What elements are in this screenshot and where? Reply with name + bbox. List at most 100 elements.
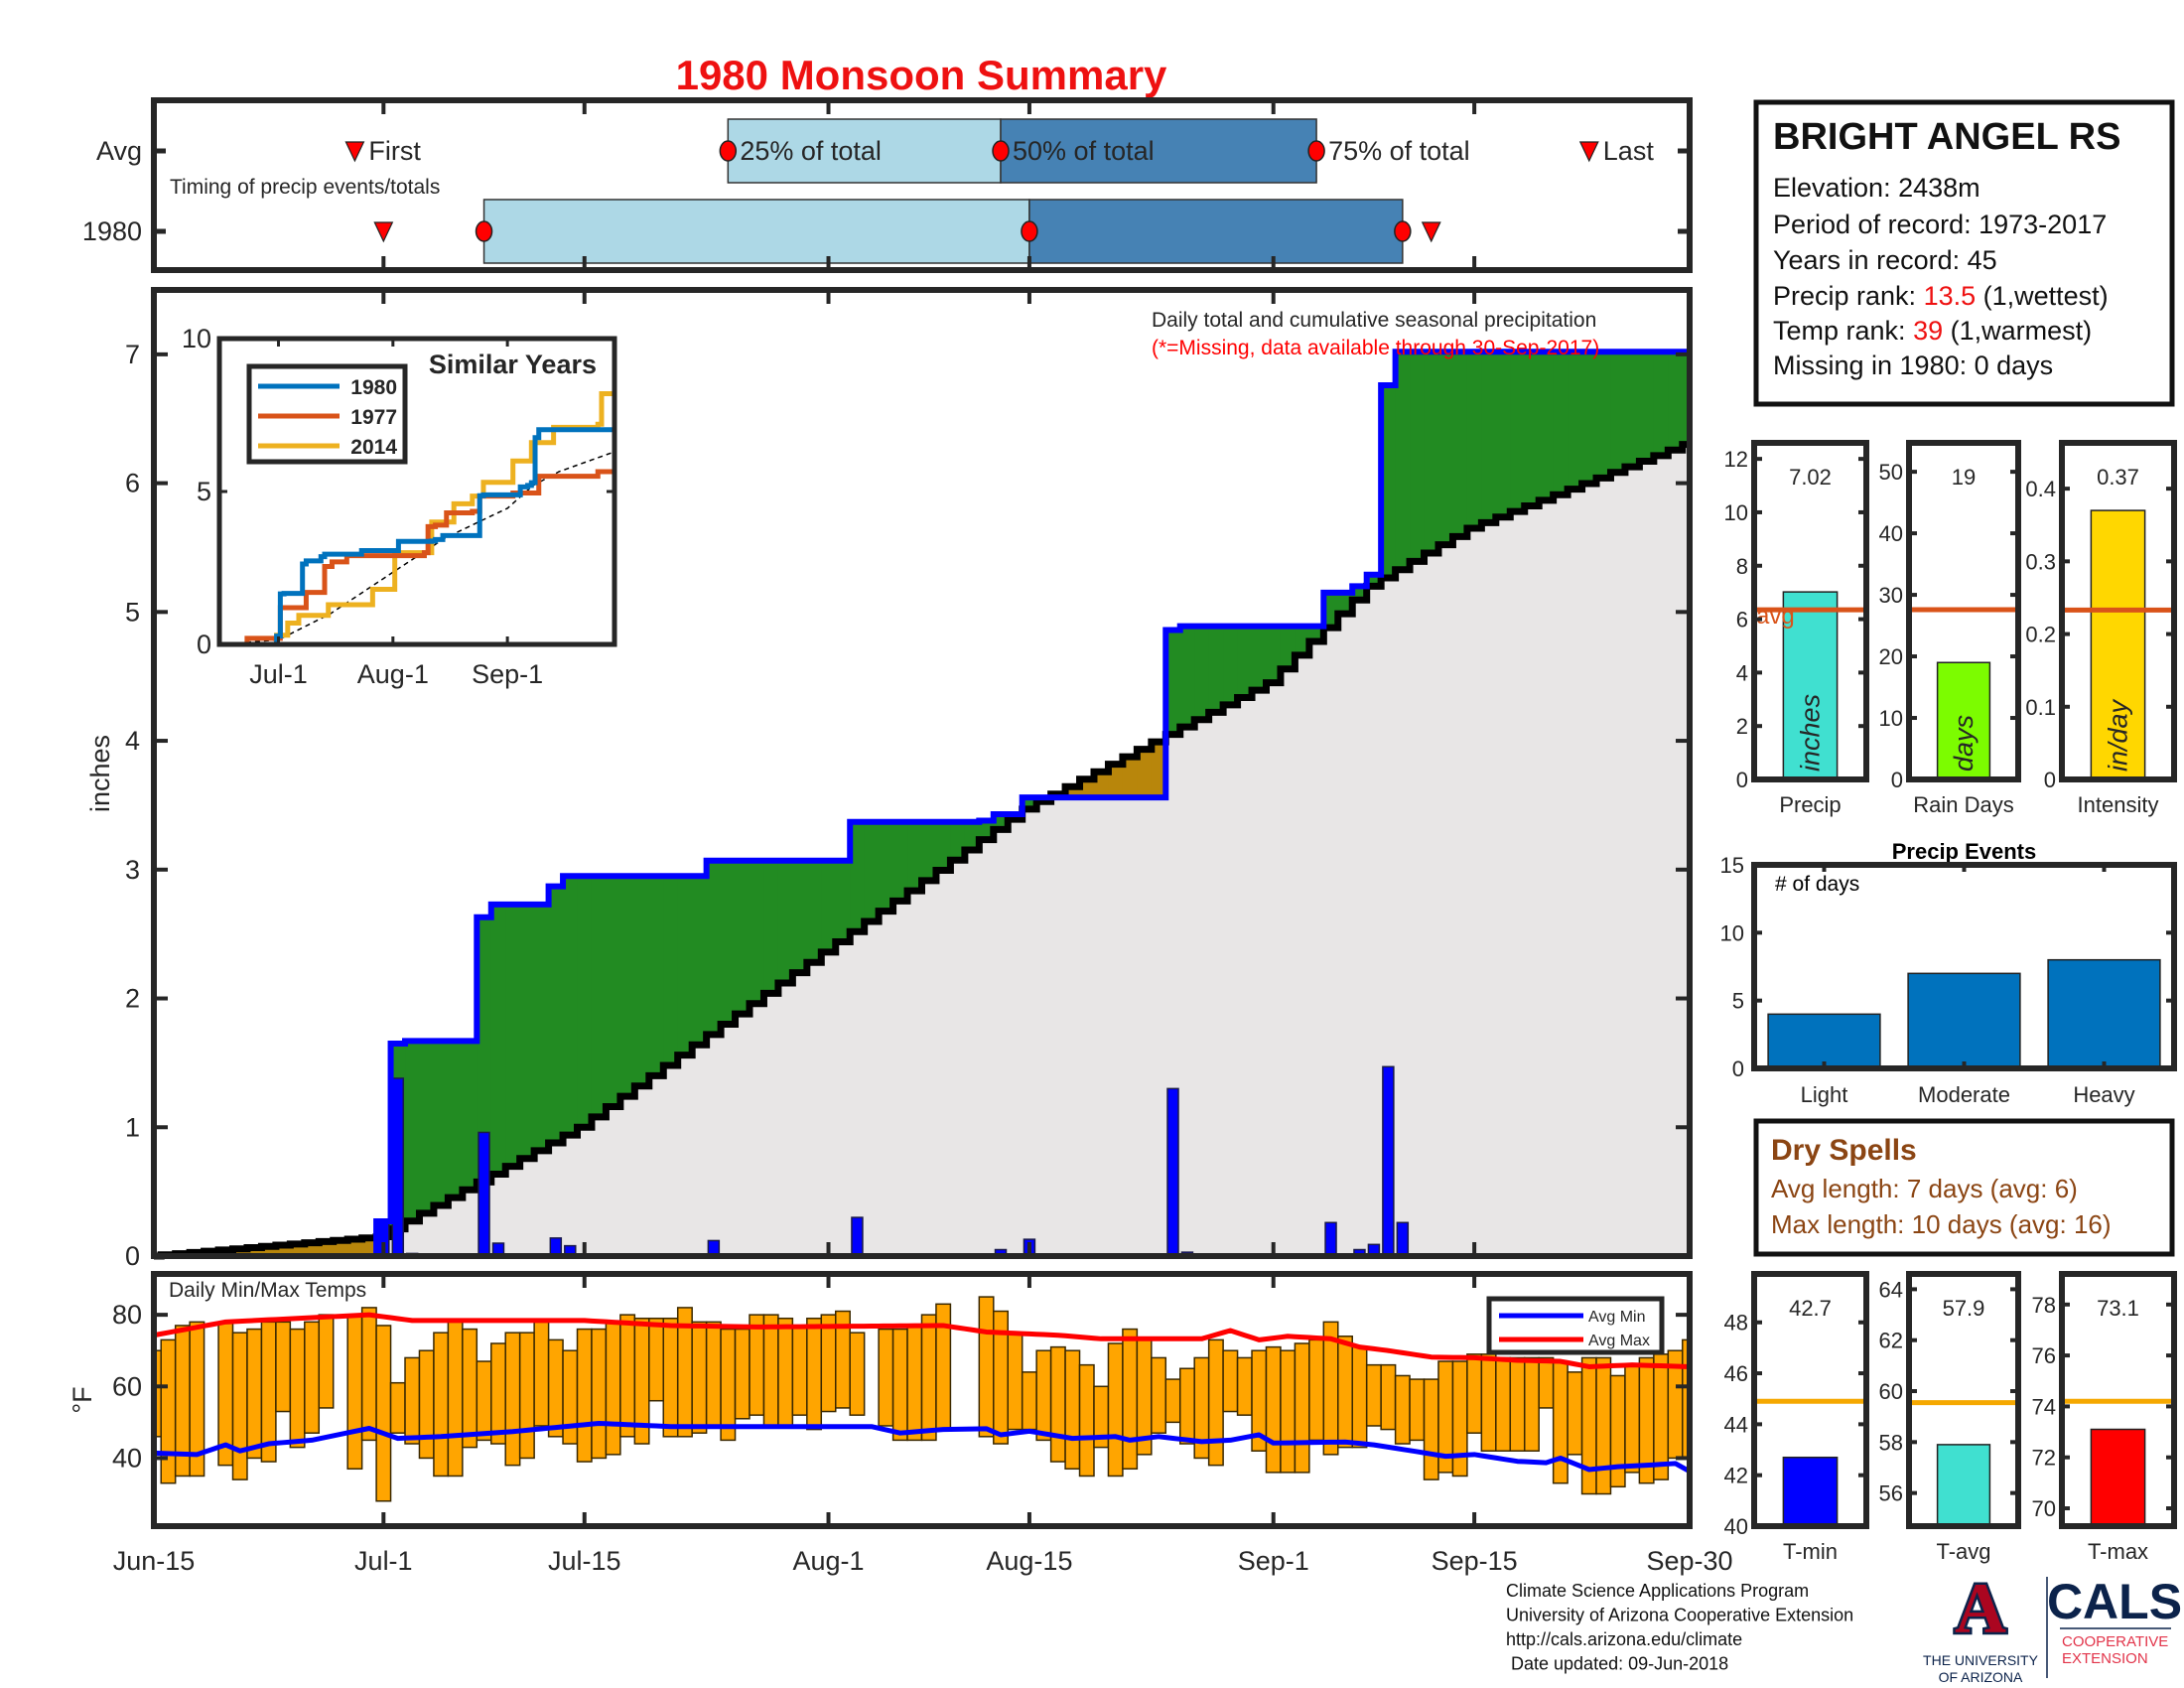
above-average-fill (405, 1041, 421, 1221)
panel-label: Rain Days (1913, 792, 2013, 817)
date-axis-label: Aug-1 (792, 1546, 864, 1576)
event-category-label: Light (1801, 1082, 1848, 1107)
above-average-fill (433, 1041, 449, 1206)
above-average-fill (1252, 626, 1268, 691)
above-average-fill (448, 1041, 464, 1198)
above-average-fill (907, 821, 923, 892)
daily-temp-bar (1495, 1356, 1512, 1452)
figure-title: 1980 Monsoon Summary (676, 52, 1167, 98)
cumulative-base-fill (821, 951, 837, 1256)
daily-temp-bar (1294, 1342, 1310, 1474)
station-info-box: BRIGHT ANGEL RS Elevation: 2438m Period of… (1753, 99, 2175, 407)
cumulative-base-fill (1639, 461, 1655, 1257)
cumulative-base-fill (735, 1014, 751, 1256)
daily-temp-bar (504, 1332, 521, 1467)
above-average-fill (1481, 352, 1497, 523)
daily-temp-bar (762, 1314, 779, 1427)
below-average-fill (261, 1246, 277, 1256)
avg-max-line (154, 1312, 1690, 1369)
daily-temp-bar (433, 1332, 450, 1477)
cumulative-1980-line (154, 349, 1690, 1259)
timing-marker-p50 (992, 140, 1010, 162)
temp-ylabel: °F (68, 1386, 97, 1413)
panel-label: T-avg (1936, 1539, 1990, 1564)
daily-temp-bar (1151, 1356, 1167, 1434)
footer-link[interactable]: http://cals.arizona.edu/climate (1506, 1629, 1742, 1649)
below-average-fill (246, 1247, 263, 1256)
daily-temp-bar (576, 1328, 593, 1463)
daily-temp-bar (1122, 1328, 1139, 1471)
timing-marker-p25 (719, 140, 738, 162)
cumulative-base-fill (1352, 600, 1368, 1256)
daily-temp-bar (1178, 1367, 1195, 1445)
inset-legend-label: 1980 (350, 376, 397, 399)
daily-temp-bar (1365, 1363, 1382, 1427)
missing-days: Missing in 1980: 0 days (1773, 351, 2053, 380)
panel-ytick-label: 0 (1891, 768, 1903, 792)
above-average-fill (1624, 352, 1640, 468)
below-average-fill (1079, 778, 1095, 798)
panel-ytick-label: 2 (1736, 714, 1748, 739)
precip-ytick-label: 2 (125, 984, 140, 1014)
cumulative-base-fill (979, 839, 995, 1256)
summary-value: 73.1 (2097, 1296, 2139, 1321)
daily-temp-bar (1007, 1332, 1024, 1431)
date-axis-label: Sep-30 (1646, 1546, 1732, 1576)
panel-frame (2059, 1271, 2177, 1529)
panel-ytick-label: 0.1 (2025, 695, 2056, 720)
cumulative-base-fill (835, 941, 851, 1256)
cumulative-base-fill (892, 901, 908, 1256)
cumulative-base-fill (448, 1197, 464, 1256)
daily-temp-bar (1580, 1356, 1597, 1495)
above-average-fill (1223, 626, 1239, 705)
cumulative-base-fill (1266, 682, 1282, 1256)
daily-temp-bar (1451, 1360, 1468, 1477)
date-axis-label: Jul-1 (354, 1546, 413, 1576)
daily-temp-bar (849, 1332, 866, 1416)
daily-temp-bar (777, 1317, 794, 1427)
daily-temp-bar (1380, 1363, 1397, 1431)
above-average-fill (763, 860, 779, 994)
inset-legend-label: 2014 (350, 436, 397, 459)
cumulative-base-fill (634, 1085, 650, 1256)
inset-xtick-label: Jul-1 (249, 659, 308, 689)
dry-spells-title: Dry Spells (1771, 1134, 1917, 1167)
daily-temp-bar (490, 1342, 506, 1445)
dry-spells-max-length: Max length: 10 days (avg: 16) (1771, 1209, 2112, 1239)
above-average-fill (806, 860, 822, 963)
above-average-fill (1568, 352, 1583, 490)
above-average-fill (606, 876, 621, 1107)
timing-row-label: 1980 (82, 216, 142, 246)
daily-temp-bar (1078, 1363, 1095, 1477)
cumulative-base-fill (1252, 690, 1268, 1256)
above-average-fill (1653, 352, 1669, 456)
daily-temp-bar (1609, 1374, 1626, 1488)
cumulative-base-fill (1466, 528, 1482, 1256)
daily-temp-bar (705, 1321, 722, 1427)
event-category-label: Heavy (2073, 1082, 2134, 1107)
date-axis-label: Jul-15 (548, 1546, 621, 1576)
cumulative-base-fill (1008, 819, 1024, 1256)
cumulative-base-fill (1036, 801, 1052, 1256)
cumulative-base-fill (1079, 797, 1095, 1256)
cumulative-base-fill (1065, 797, 1081, 1256)
dry-spells-avg-length: Avg length: 7 days (avg: 6) (1771, 1174, 2078, 1203)
cumulative-base-fill (1022, 808, 1037, 1256)
summary-panel-t-min: 42.7 40 42 44 46 48 T-min (1724, 1274, 1866, 1564)
date-axis-label: Jun-15 (113, 1546, 196, 1576)
below-average-fill (333, 1240, 348, 1256)
timing-label-p25: 25% of total (740, 136, 882, 166)
panel-ytick-label: 42 (1724, 1464, 1748, 1488)
above-average-fill (634, 876, 650, 1086)
temp-rank-note: (1,warmest) (1943, 316, 2092, 346)
below-average-fill (1122, 757, 1138, 798)
cumulative-base-fill (1122, 797, 1138, 1256)
daily-temp-bar (418, 1349, 435, 1460)
station-info-line: Period of record: 1973-2017 (1773, 210, 2107, 239)
above-average-fill (1466, 352, 1482, 529)
timing-bar-early (727, 118, 1002, 184)
timing-bar-late (1028, 199, 1404, 264)
inset-xtick-label: Aug-1 (357, 659, 429, 689)
summary-panel-intensity: in/day 0.37 0 0.1 0.2 0.3 0.4 Intensity (2025, 443, 2174, 817)
